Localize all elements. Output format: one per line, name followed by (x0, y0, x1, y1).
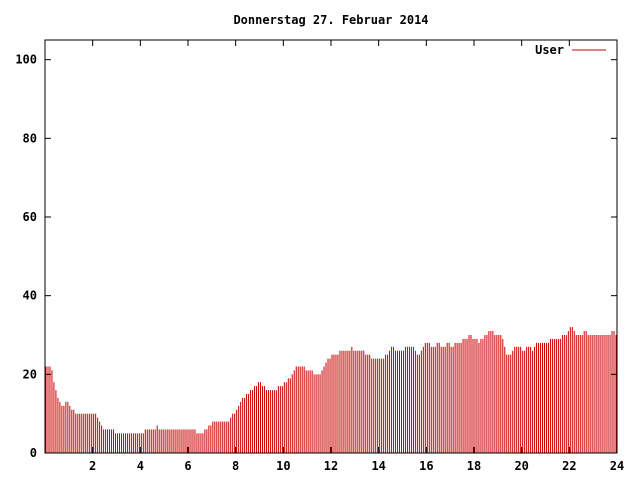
y-tick-label: 20 (23, 367, 37, 381)
x-tick-label: 24 (610, 459, 624, 473)
x-tick-label: 18 (467, 459, 481, 473)
x-tick-label: 6 (184, 459, 191, 473)
legend: User (535, 43, 606, 57)
plot-border (44, 39, 618, 454)
x-tick-label: 20 (514, 459, 528, 473)
x-tick-label: 10 (276, 459, 290, 473)
y-tick-label: 80 (23, 131, 37, 145)
legend-label-user: User (535, 43, 564, 57)
x-tick-label: 14 (371, 459, 385, 473)
x-tick-label: 12 (324, 459, 338, 473)
x-tick-label: 22 (562, 459, 576, 473)
y-tick-label: 60 (23, 210, 37, 224)
x-tick-label: 8 (232, 459, 239, 473)
chart-title: Donnerstag 27. Februar 2014 (233, 13, 428, 27)
x-tick-label: 4 (137, 459, 144, 473)
y-tick-label: 40 (23, 289, 37, 303)
bars (45, 327, 617, 453)
x-tick-label: 16 (419, 459, 433, 473)
x-tick-label: 2 (89, 459, 96, 473)
y-tick-label: 100 (15, 53, 37, 67)
y-tick-label: 0 (30, 446, 37, 460)
